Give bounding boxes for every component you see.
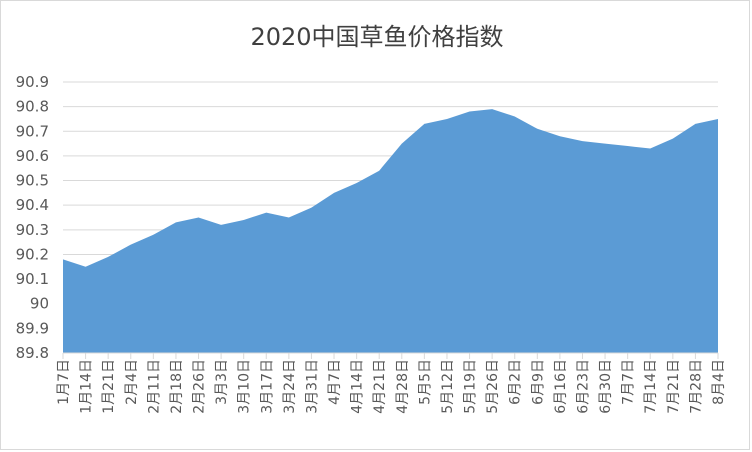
x-tick-label: 4月14日 (350, 359, 366, 414)
x-tick-label: 3月31日 (304, 359, 320, 414)
chart-title: 2020中国草鱼价格指数 (250, 23, 503, 51)
x-tick-label: 2月18日 (169, 359, 185, 414)
y-tick-label: 90.4 (16, 196, 49, 214)
x-tick-label: 5月5日 (417, 359, 433, 405)
series-area (63, 109, 718, 353)
x-tick-label: 1月21日 (101, 359, 117, 414)
x-axis-tick-labels: 1月7日 1月14日 1月21日 2月4日 2月11日 2月18日 2月26日 3月3日 3月1… (56, 359, 727, 414)
x-tick-label: 6月30日 (598, 359, 614, 414)
y-axis-tick-labels: 90.9 90.8 90.7 90.6 90.5 90.4 90.3 90.2 90.1 90 89… (16, 73, 49, 362)
x-tick-label: 6月16日 (553, 359, 569, 414)
x-tick-label: 3月3日 (214, 359, 230, 405)
y-tick-label: 90.6 (16, 147, 49, 165)
x-tick-label: 5月26日 (485, 359, 501, 414)
x-tick-label: 5月19日 (463, 359, 479, 414)
x-tick-label: 1月14日 (79, 359, 95, 414)
x-tick-label: 3月24日 (282, 359, 298, 414)
x-tick-label: 6月9日 (530, 359, 546, 405)
x-tick-label: 7月7日 (621, 359, 637, 405)
y-tick-label: 90.1 (16, 270, 49, 288)
axes (62, 352, 719, 359)
x-tick-label: 8月4日 (711, 359, 727, 405)
x-tick-label: 1月7日 (56, 359, 72, 405)
x-tick-label: 2月26日 (192, 359, 208, 414)
y-tick-label: 90.5 (16, 172, 49, 190)
x-tick-label: 6月23日 (575, 359, 591, 414)
x-tick-label: 4月21日 (372, 359, 388, 414)
x-tick-label: 4月7日 (327, 359, 343, 405)
x-tick-label: 7月14日 (643, 359, 659, 414)
y-tick-label: 90 (30, 295, 49, 313)
y-tick-label: 90.8 (16, 98, 49, 116)
x-tick-label: 2月4日 (124, 359, 140, 405)
x-tick-label: 5月12日 (440, 359, 456, 414)
y-tick-label: 90.3 (16, 221, 49, 239)
x-tick-label: 2月11日 (146, 359, 162, 414)
x-tick-label: 3月17日 (259, 359, 275, 414)
y-tick-label: 90.2 (16, 245, 49, 263)
x-tick-label: 4月28日 (395, 359, 411, 414)
plot-area (62, 109, 719, 353)
y-tick-label: 89.8 (16, 344, 49, 362)
x-tick-label: 6月2日 (508, 359, 524, 405)
y-tick-label: 89.9 (16, 319, 49, 337)
y-tick-label: 90.7 (16, 122, 49, 140)
x-tick-label: 3月10日 (237, 359, 253, 414)
y-tick-label: 90.9 (16, 73, 49, 91)
x-tick-label: 7月28日 (688, 359, 704, 414)
x-tick-label: 7月21日 (666, 359, 682, 414)
